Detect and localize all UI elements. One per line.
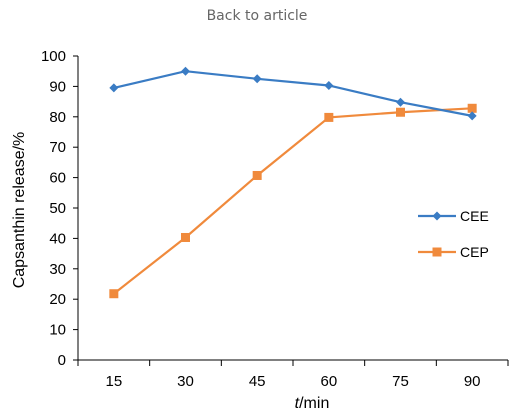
x-tick-label: 60 (320, 373, 337, 390)
y-tick-label: 10 (49, 322, 66, 339)
y-tick-label: 70 (49, 139, 66, 156)
back-to-article-link[interactable]: Back to article (206, 8, 308, 24)
data-point-cep (252, 170, 262, 180)
y-axis-title: Capsanthin release/% (11, 132, 28, 289)
data-point-cep (467, 103, 477, 113)
plot-area: 0 10 20 30 40 50 60 70 80 90 100 15 30 45 60 75 90 (41, 48, 509, 390)
data-point-cee (252, 74, 262, 84)
x-tick-label: 90 (464, 373, 481, 390)
y-tick-label: 40 (49, 230, 66, 247)
legend-label-cep: CEP (460, 244, 489, 260)
y-tick-label: 100 (41, 48, 66, 65)
data-point-cee (324, 80, 334, 90)
data-point-cee (467, 111, 477, 121)
legend-label-cee: CEE (460, 208, 489, 224)
legend-marker-cep (432, 247, 442, 257)
x-tick-label: 45 (249, 373, 266, 390)
data-point-cep (396, 107, 405, 117)
y-tick-label: 60 (49, 170, 66, 187)
y-tick-label: 80 (49, 109, 66, 126)
y-tick-label: 0 (58, 352, 66, 369)
x-axis-title: t/min (295, 395, 330, 412)
x-tick-label: 30 (177, 373, 194, 390)
y-tick-label: 30 (49, 261, 66, 278)
series-line-cee (113, 70, 473, 117)
data-point-cee (181, 66, 190, 76)
data-point-cep (109, 289, 119, 299)
legend: CEE CEP (418, 208, 489, 260)
x-tick-label: 15 (105, 373, 122, 390)
data-point-cep (324, 112, 334, 122)
legend-marker-cee (432, 211, 442, 221)
y-tick-label: 20 (49, 291, 66, 308)
y-tick-label: 90 (49, 78, 66, 95)
x-tick-label: 75 (392, 373, 409, 390)
y-tick-label: 50 (49, 200, 66, 217)
data-point-cee (109, 83, 119, 93)
series-line-cep (113, 107, 473, 295)
data-point-cep (181, 232, 190, 242)
data-point-cee (396, 97, 405, 107)
